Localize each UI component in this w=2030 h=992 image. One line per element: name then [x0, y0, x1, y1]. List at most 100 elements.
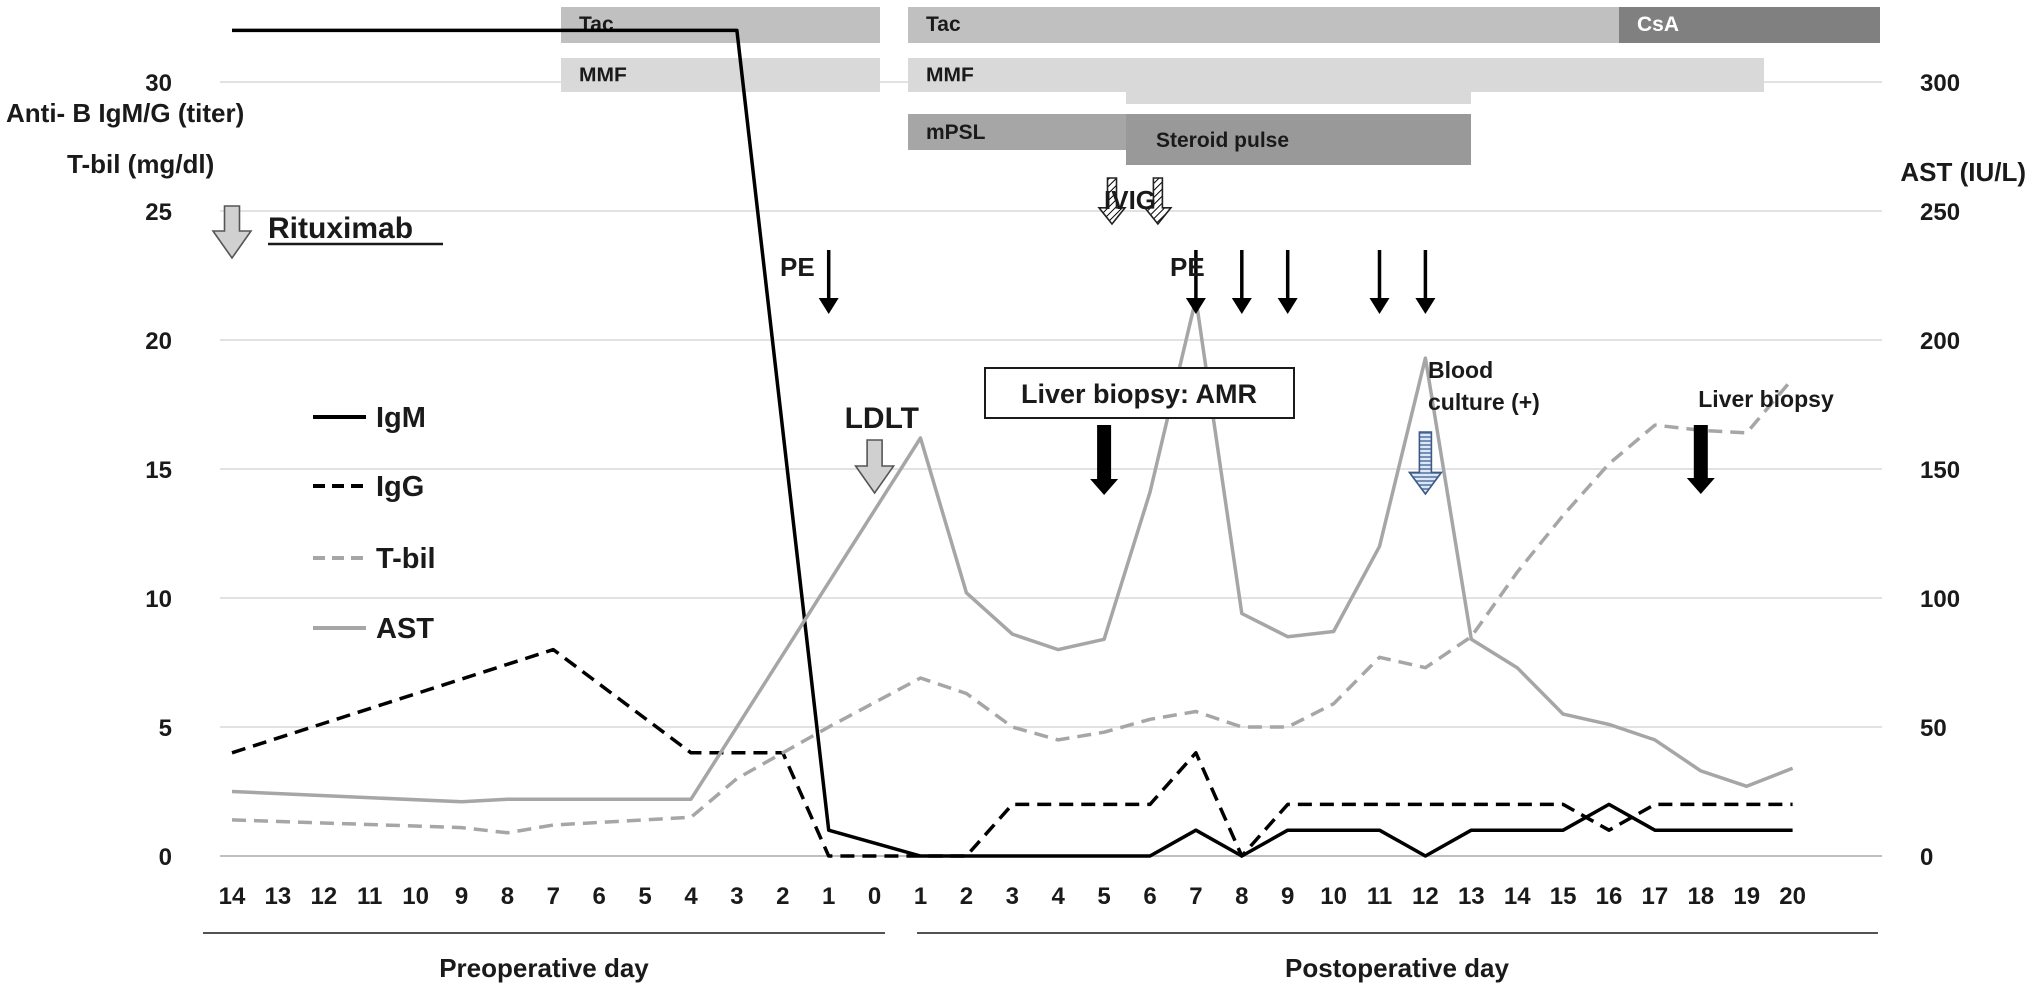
ldlt-label: LDLT: [845, 402, 919, 435]
x-tick-label: 14: [1504, 883, 1531, 910]
treatment-bar: [1619, 7, 1880, 43]
amr-label: Liver biopsy: AMR: [1021, 379, 1257, 409]
x-tick-label: 16: [1596, 883, 1623, 910]
treatment-bar: [1126, 114, 1471, 165]
x-tick-label: 5: [638, 883, 651, 910]
pe-arrow-head: [1415, 298, 1436, 314]
legend-label: IgM: [376, 402, 426, 434]
ldlt-arrow: [854, 439, 896, 495]
amr-biopsy-arrow: [1090, 425, 1119, 495]
x-tick-label: 3: [1006, 883, 1019, 910]
legend-label: IgG: [376, 471, 424, 503]
y-left-tick-label: 30: [145, 70, 172, 97]
x-tick-label: 10: [1320, 883, 1347, 910]
axes: 0510152025303505010015020025030035014131…: [6, 70, 2026, 983]
y-right-tick-label: 150: [1920, 457, 1960, 484]
treatment-bar-label: MMF: [926, 64, 974, 87]
y-left-tick-label: 15: [145, 457, 172, 484]
y-right-tick-label: 0: [1920, 844, 1933, 871]
x-tick-label: 12: [1412, 883, 1439, 910]
x-tick-label: 18: [1687, 883, 1714, 910]
x-tick-label: 10: [402, 883, 429, 910]
treatment-bar: [561, 58, 880, 92]
y-left-tick-label: 10: [145, 586, 172, 613]
y-left-tick-label: 5: [159, 715, 172, 742]
x-group-label-preop: Preoperative day: [439, 953, 649, 983]
series-line-tbil: [231, 377, 1794, 835]
liver-biopsy-label: Liver biopsy: [1698, 386, 1834, 412]
treatment-bar: [908, 7, 1619, 43]
amr-label-box: [984, 367, 1295, 419]
annotations: Rituximab PE PE IVIG LDLT Liver biopsy: AMR Bl…: [211, 177, 1834, 496]
ivig-arrow: [1097, 177, 1127, 226]
x-tick-label: 14: [219, 883, 246, 910]
x-tick-label: 9: [455, 883, 468, 910]
y-right-tick-label: 250: [1920, 199, 1960, 226]
series-lines: [231, 28, 1794, 858]
x-tick-label: 3: [730, 883, 743, 910]
blood-culture-arrow: [1407, 431, 1443, 496]
treatment-bar-label: CsA: [1637, 13, 1679, 36]
x-tick-label: 1: [822, 883, 835, 910]
pe-arrow-head: [1231, 298, 1252, 314]
pe-arrow-head: [818, 298, 839, 314]
pe-label: PE: [780, 252, 815, 282]
x-tick-label: 7: [547, 883, 560, 910]
pe-arrow-head: [1277, 298, 1298, 314]
gridlines: [220, 81, 1882, 728]
blood-culture-label-line2: culture (+): [1428, 389, 1540, 415]
x-tick-label: 2: [776, 883, 789, 910]
x-tick-label: 5: [1097, 883, 1110, 910]
y-left-tick-label: 20: [145, 328, 172, 355]
x-tick-label: 8: [1235, 883, 1248, 910]
rituximab-arrow: [211, 205, 253, 260]
x-tick-label: 4: [1052, 883, 1066, 910]
x-tick-label: 17: [1642, 883, 1669, 910]
treatment-bar-label: MMF: [579, 64, 627, 87]
pe-arrow-head: [1185, 298, 1206, 314]
x-group-label-postop: Postoperative day: [1285, 953, 1510, 983]
x-tick-label: 6: [1143, 883, 1156, 910]
treatment-bar-label: Tac: [926, 13, 961, 36]
treatment-bars: Tac MMF Tac CsA MMF mPSL Steroid pulse: [561, 7, 1880, 165]
x-tick-label: 11: [357, 883, 382, 910]
treatment-bar: [1126, 58, 1471, 104]
x-tick-label: 4: [684, 883, 698, 910]
legend-label: T-bil: [376, 543, 436, 575]
x-tick-label: 8: [501, 883, 514, 910]
x-tick-label: 12: [310, 883, 337, 910]
y-left-axis-title-2: T-bil (mg/dl): [67, 149, 214, 179]
x-tick-label: 6: [593, 883, 606, 910]
treatment-bar: [561, 7, 880, 43]
treatment-bar-label: mPSL: [926, 121, 986, 144]
legend-label: AST: [376, 613, 434, 645]
y-right-tick-label: 300: [1920, 70, 1960, 97]
x-tick-label: 9: [1281, 883, 1294, 910]
y-left-axis-title: Anti- B IgM/G (titer): [6, 98, 244, 128]
series-line-igg: [231, 647, 1793, 858]
x-tick-label: 7: [1189, 883, 1202, 910]
series-line-igm: [232, 28, 1793, 858]
y-right-tick-label: 100: [1920, 586, 1960, 613]
x-tick-label: 13: [265, 883, 292, 910]
x-tick-label: 15: [1550, 883, 1577, 910]
liver-biopsy-arrow: [1686, 425, 1715, 494]
y-right-tick-label: 50: [1920, 715, 1947, 742]
x-tick-label: 13: [1458, 883, 1485, 910]
blood-culture-label-line1: Blood: [1428, 357, 1493, 383]
rituximab-label: Rituximab: [268, 212, 413, 245]
ivig-arrow: [1143, 177, 1173, 226]
y-left-tick-label: 0: [159, 844, 172, 871]
x-tick-label: 2: [960, 883, 973, 910]
treatment-bar-label: Tac: [579, 13, 614, 36]
series-line-ast: [231, 296, 1794, 804]
x-tick-label: 20: [1779, 883, 1806, 910]
x-tick-label: 19: [1733, 883, 1760, 910]
x-tick-label: 1: [914, 883, 927, 910]
y-left-tick-label: 25: [145, 199, 172, 226]
y-right-axis-title: AST (IU/L): [1900, 157, 2026, 187]
pe-label: PE: [1170, 252, 1205, 282]
legend: IgM IgG T-bil AST: [313, 402, 436, 645]
x-tick-label: 11: [1367, 883, 1392, 910]
